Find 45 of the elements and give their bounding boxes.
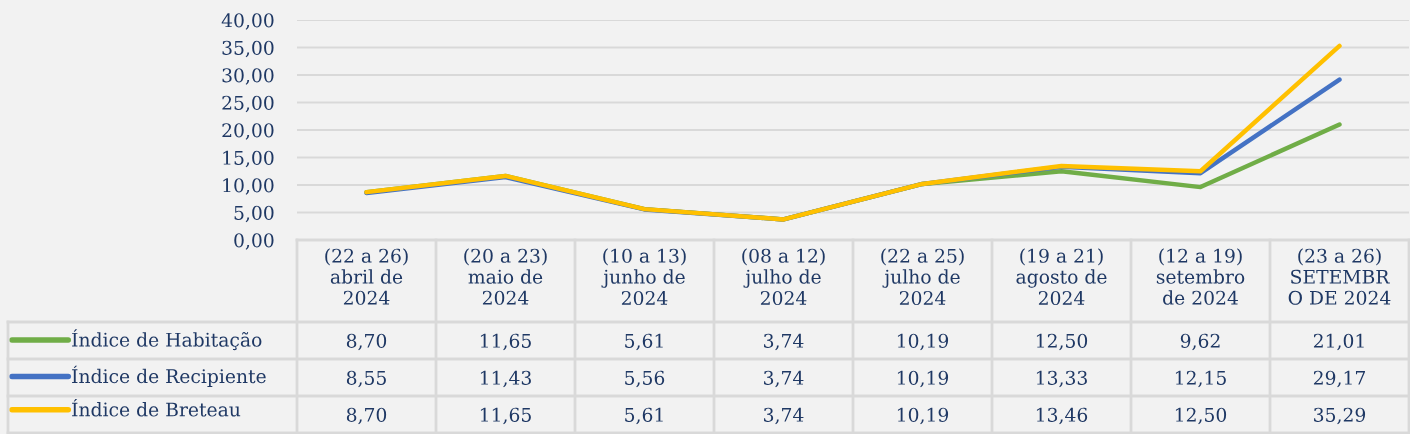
legend-label: Índice de Breteau	[72, 398, 241, 417]
data-label: 3,74	[764, 407, 804, 425]
data-label: 10,19	[897, 407, 949, 425]
x-tick-label: (23 a 26) SETEMBRO DE 2024	[1288, 248, 1391, 305]
data-label: 29,17	[1313, 370, 1365, 388]
data-label: 10,19	[897, 333, 949, 351]
y-tick-label: 10,00	[223, 178, 274, 195]
data-label: 11,43	[480, 370, 531, 388]
data-label: 12,50	[1036, 333, 1088, 351]
x-tick-label: (19 a 21) agosto de 2024	[1016, 248, 1107, 306]
y-tick-label: 30,00	[222, 68, 274, 85]
x-tick-label: (22 a 25) julho de 2024	[881, 248, 964, 306]
data-label: 13,46	[1036, 407, 1088, 425]
y-tick-label: 35,00	[222, 40, 274, 58]
data-label: 8,70	[346, 407, 387, 425]
data-label: 12,15	[1175, 370, 1226, 388]
line-series	[364, 43, 1342, 222]
y-tick-label: 5,00	[234, 205, 274, 223]
data-label: 8,55	[346, 370, 386, 388]
data-label: 5,61	[625, 333, 663, 351]
data-label: 9,62	[1180, 333, 1220, 351]
data-label: 10,19	[897, 370, 949, 388]
x-tick-label: (12 a 19) setembro de 2024	[1156, 248, 1245, 305]
data-label: 13,33	[1036, 370, 1087, 388]
data-label: 5,56	[625, 370, 665, 388]
data-label: 5,61	[625, 407, 663, 425]
y-tick-label: 15,00	[223, 150, 274, 168]
data-label: 11,65	[480, 407, 531, 425]
data-label: 8,70	[346, 333, 387, 351]
legend-label: Índice de Habitação	[72, 329, 262, 351]
y-tick-label: 40,00	[221, 13, 274, 30]
x-tick-label: (22 a 26) abril de 2024	[325, 248, 408, 305]
x-tick-label: (20 a 23) maio de 2024	[464, 248, 547, 305]
data-label: 3,74	[764, 333, 804, 351]
data-label: 35,29	[1314, 407, 1366, 425]
data-label: 3,74	[764, 370, 804, 388]
data-label: 21,01	[1313, 333, 1364, 351]
y-tick-label: 25,00	[222, 95, 274, 113]
y-tick-label: 0,00	[234, 233, 274, 250]
data-label: 12,50	[1175, 407, 1227, 425]
x-tick-label: (08 a 12) julho de 2024	[742, 248, 825, 306]
x-tick-label: (10 a 13) junho de 2024	[601, 248, 686, 306]
data-label: 11,65	[480, 333, 531, 351]
y-tick-label: 20,00	[222, 123, 274, 140]
legend-label: Índice de Recipiente	[72, 365, 266, 387]
